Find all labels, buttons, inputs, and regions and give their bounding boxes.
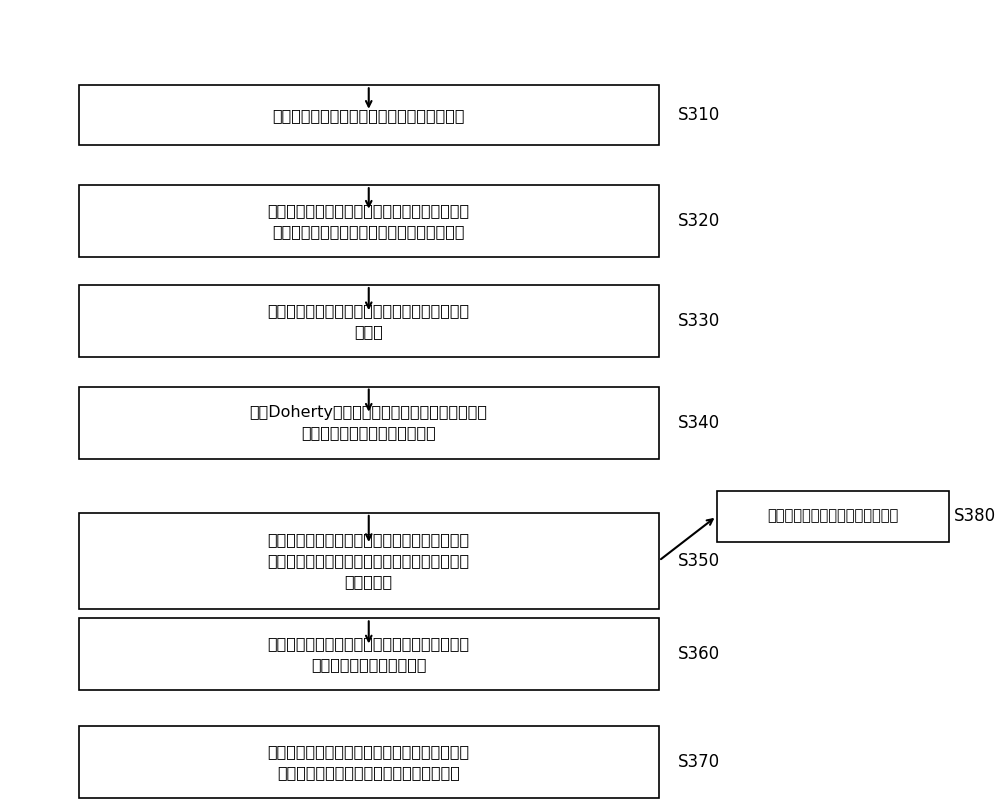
Text: 分别对各个频段的耦合信号进行选频滤波，获得
对应的各个频段的反馈信号: 分别对各个频段的耦合信号进行选频滤波，获得 对应的各个频段的反馈信号: [268, 636, 470, 672]
Text: S320: S320: [678, 213, 720, 230]
FancyBboxPatch shape: [79, 185, 659, 257]
FancyBboxPatch shape: [79, 85, 659, 145]
FancyBboxPatch shape: [717, 491, 949, 541]
FancyBboxPatch shape: [79, 513, 659, 609]
Text: 将所述预失真信号进行合路处理，生成合路预失
真信号: 将所述预失真信号进行合路处理，生成合路预失 真信号: [268, 303, 470, 339]
Text: 由所述直通信号生成射频输出信号: 由所述直通信号生成射频输出信号: [767, 508, 898, 524]
Text: 分别对筛选出的各个频段的输入信号进行射频预
失真处理，生成对应的各个频段的预失真信号: 分别对筛选出的各个频段的输入信号进行射频预 失真处理，生成对应的各个频段的预失真…: [268, 203, 470, 239]
Text: S330: S330: [678, 312, 720, 330]
FancyBboxPatch shape: [79, 727, 659, 798]
Text: S380: S380: [954, 507, 996, 525]
FancyBboxPatch shape: [79, 618, 659, 691]
Text: 从射频输入信号中筛选出各个频段的输入信号: 从射频输入信号中筛选出各个频段的输入信号: [272, 107, 465, 123]
Text: 对所述功率放大信号进行耦合处理，生成直通信
号以及与各个频段的输入信号相对应的各个频段
的耦合信号: 对所述功率放大信号进行耦合处理，生成直通信 号以及与各个频段的输入信号相对应的各…: [268, 533, 470, 589]
Text: 将当前时刻的反馈信号与下一时刻的与该反馈信
号频段相同的输入信号进行射频预失真处理: 将当前时刻的反馈信号与下一时刻的与该反馈信 号频段相同的输入信号进行射频预失真处…: [268, 744, 470, 780]
Text: S340: S340: [678, 414, 720, 431]
Text: S310: S310: [678, 107, 720, 124]
Text: S350: S350: [678, 552, 720, 570]
Text: S360: S360: [678, 646, 720, 663]
FancyBboxPatch shape: [79, 286, 659, 357]
Text: S370: S370: [678, 753, 720, 772]
Text: 通过Doherty功率放大器对所述合路预失真信号进
行功率放大，生成功率放大信号: 通过Doherty功率放大器对所述合路预失真信号进 行功率放大，生成功率放大信号: [250, 404, 488, 440]
FancyBboxPatch shape: [79, 387, 659, 459]
